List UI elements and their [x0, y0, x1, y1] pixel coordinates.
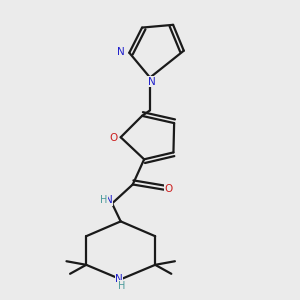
- Text: N: N: [117, 47, 124, 57]
- Text: N: N: [115, 274, 123, 284]
- Text: O: O: [109, 133, 117, 143]
- Text: O: O: [165, 184, 173, 194]
- Text: N: N: [148, 77, 156, 87]
- Text: H: H: [100, 195, 107, 205]
- Text: N: N: [105, 195, 112, 205]
- Text: H: H: [118, 280, 125, 290]
